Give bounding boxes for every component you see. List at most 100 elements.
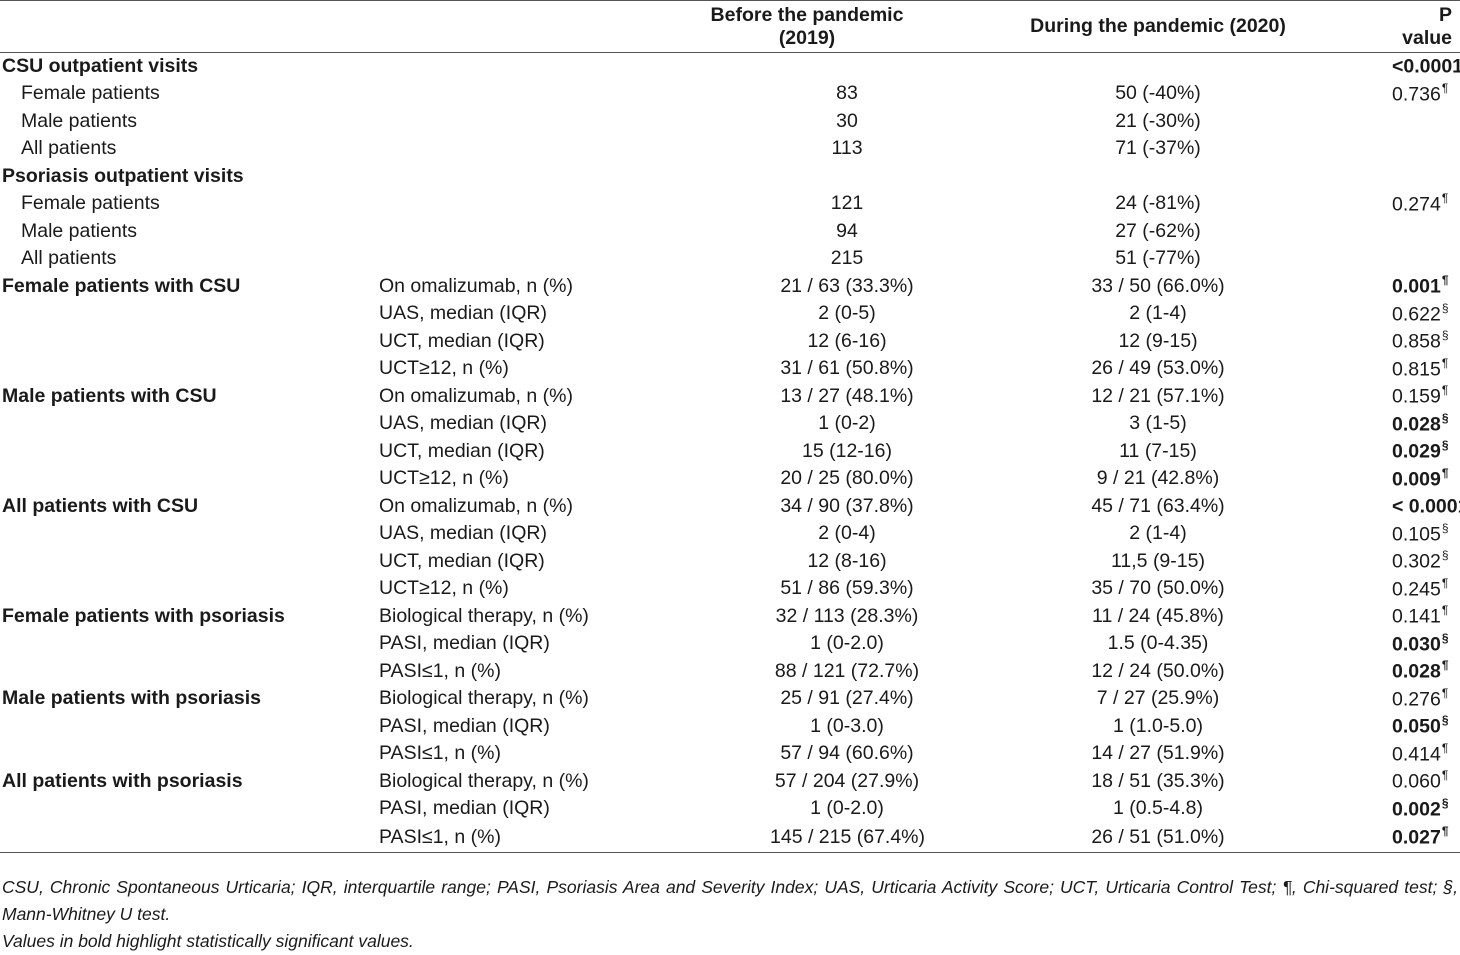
row-parameter [378, 53, 690, 81]
row-group-label: All patients with psoriasis [2, 769, 243, 792]
value-2020: 14 / 27 (51.9%) [1091, 742, 1225, 765]
value-2020: 11 (7-15) [1119, 439, 1197, 462]
row-parameter: On omalizumab, n (%) [379, 384, 573, 407]
test-marker: § [1441, 328, 1449, 342]
value-2019: 215 [830, 247, 864, 270]
p-value-cell: 0.009¶ [1392, 465, 1460, 493]
table-row: UCT≥12, n (%) 51 / 86 (59.3%) 35 / 70 (50.… [0, 575, 1460, 603]
p-value: 0.028 [1392, 660, 1441, 683]
footnote-bold-note: Values in bold highlight statistically s… [2, 931, 414, 951]
table-row: UAS, median (IQR) 1 (0-2) 3 (1-5) 0.028§ [0, 410, 1460, 438]
value-2020: 26 / 51 (51.0%) [924, 822, 1392, 853]
value-2019: 1 (0-2) [818, 412, 876, 435]
table-body: CSU outpatient visits<0.0001¶Female pati… [0, 53, 1460, 853]
value-2020: 11 / 24 (45.8%) [1092, 604, 1224, 627]
test-marker: ¶ [1441, 465, 1449, 480]
test-marker: ¶ [1441, 575, 1449, 590]
value-2020 [924, 163, 1392, 191]
test-marker: ¶ [1441, 603, 1449, 617]
table-row: All patients with psoriasis Biological th… [0, 768, 1460, 796]
row-parameter: UCT, median (IQR) [379, 549, 545, 572]
value-2019: 83 [836, 82, 858, 105]
p-value-cell: 0.274¶ [1392, 190, 1460, 218]
row-parameter: Biological therapy, n (%) [379, 604, 589, 627]
value-2019: 21 / 63 (33.3%) [780, 274, 914, 297]
row-subgroup-label [0, 438, 378, 466]
value-2020: 18 / 51 (35.3%) [1091, 769, 1225, 792]
p-value: 0.027 [1392, 826, 1441, 849]
header-row: Before the pandemic (2019) During the pa… [0, 0, 1460, 53]
value-2020: 1.5 (0-4.35) [1107, 632, 1209, 655]
p-value: 0.028 [1392, 413, 1441, 435]
test-marker: ¶ [1441, 273, 1449, 287]
p-value-cell: 0.276¶ [1392, 685, 1460, 713]
row-subgroup-label [0, 328, 378, 356]
p-value: 0.815 [1392, 358, 1441, 380]
row-subgroup-label: Male patients [21, 219, 137, 242]
value-2019: 57 / 94 (60.6%) [780, 742, 914, 765]
test-marker: ¶ [1441, 80, 1449, 95]
row-group-label: Male patients with CSU [2, 384, 217, 407]
value-2019: 12 (8-16) [807, 549, 887, 572]
row-subgroup-label: All patients [21, 137, 117, 160]
value-2020: 12 / 24 (50.0%) [1091, 659, 1225, 682]
value-2020 [924, 53, 1392, 81]
row-group-label: Male patients with psoriasis [2, 687, 261, 710]
row-parameter [378, 80, 690, 108]
value-2019: 1 (0-2.0) [810, 797, 884, 820]
results-table: Before the pandemic (2019) During the pa… [0, 0, 1460, 853]
row-subgroup-label [0, 300, 378, 328]
test-marker: § [1441, 520, 1449, 535]
value-2019: 20 / 25 (80.0%) [780, 467, 914, 490]
value-2020: 26 / 49 (53.0%) [1091, 357, 1225, 380]
table-row: UAS, median (IQR) 2 (0-4) 2 (1-4) 0.105§ [0, 520, 1460, 548]
row-parameter: PASI≤1, n (%) [379, 742, 501, 765]
table-row: CSU outpatient visits <0.0001¶ [0, 53, 1460, 81]
table-footnote: CSU, Chronic Spontaneous Urticaria; IQR,… [2, 874, 1458, 955]
p-value-cell: 0.050§ [1392, 713, 1460, 741]
value-2019: 2 (0-5) [818, 302, 876, 325]
value-2019: 34 / 90 (37.8%) [780, 494, 914, 517]
p-value: 0.245 [1392, 578, 1441, 600]
table-row: PASI≤1, n (%) 57 / 94 (60.6%) 14 / 27 (51.… [0, 740, 1460, 768]
p-value-cell: 0.105§ [1392, 520, 1460, 548]
row-subgroup-label [0, 520, 378, 548]
value-2019: 32 / 113 (28.3%) [775, 604, 919, 627]
row-group-label: Psoriasis outpatient visits [2, 164, 244, 187]
table-row: Psoriasis outpatient visits [0, 163, 1460, 191]
p-value-cell [1392, 218, 1460, 246]
p-value-cell: 0.414¶ [1392, 740, 1460, 768]
p-value-cell: < 0.0001¶ [1392, 493, 1460, 521]
p-value-cell: 0.141¶ [1392, 603, 1460, 631]
p-value-cell: 0.815¶ [1392, 355, 1460, 383]
table-row: All patients 113 71 (-37%) [0, 135, 1460, 163]
test-marker: ¶ [1441, 190, 1449, 205]
row-parameter: PASI, median (IQR) [379, 632, 550, 655]
value-2020: 1 (0.5-4.8) [1113, 797, 1203, 820]
row-subgroup-label: Female patients [21, 82, 160, 105]
test-marker: § [1441, 438, 1449, 452]
value-2020: 24 (-81%) [1115, 192, 1201, 215]
row-subgroup-label [0, 658, 378, 686]
table-row: PASI≤1, n (%) 88 / 121 (72.7%) 12 / 24 (50… [0, 658, 1460, 686]
p-value-cell [1392, 245, 1460, 273]
p-value-cell: 0.030§ [1392, 630, 1460, 658]
p-value-cell: 0.736¶ [1392, 80, 1460, 108]
value-2020: 21 (-30%) [1115, 109, 1201, 132]
p-value: 0.002 [1392, 798, 1441, 820]
value-2020: 11,5 (9-15) [1111, 549, 1205, 572]
table-row: UCT, median (IQR) 12 (8-16) 11,5 (9-15) 0.3… [0, 548, 1460, 576]
row-parameter [378, 108, 690, 136]
p-value-cell: <0.0001¶ [1392, 53, 1460, 81]
row-parameter: UCT≥12, n (%) [379, 467, 509, 490]
row-parameter [378, 245, 690, 273]
value-2019: 94 [836, 219, 858, 242]
row-group-label: Female patients with CSU [2, 274, 241, 297]
row-parameter: PASI≤1, n (%) [379, 659, 501, 682]
row-subgroup-label [0, 355, 378, 383]
row-subgroup-label [0, 713, 378, 741]
table-row: UAS, median (IQR) 2 (0-5) 2 (1-4) 0.622§ [0, 300, 1460, 328]
table-row: Male patients with psoriasis Biological t… [0, 685, 1460, 713]
value-2019: 2 (0-4) [818, 522, 876, 545]
row-subgroup-label [0, 548, 378, 576]
